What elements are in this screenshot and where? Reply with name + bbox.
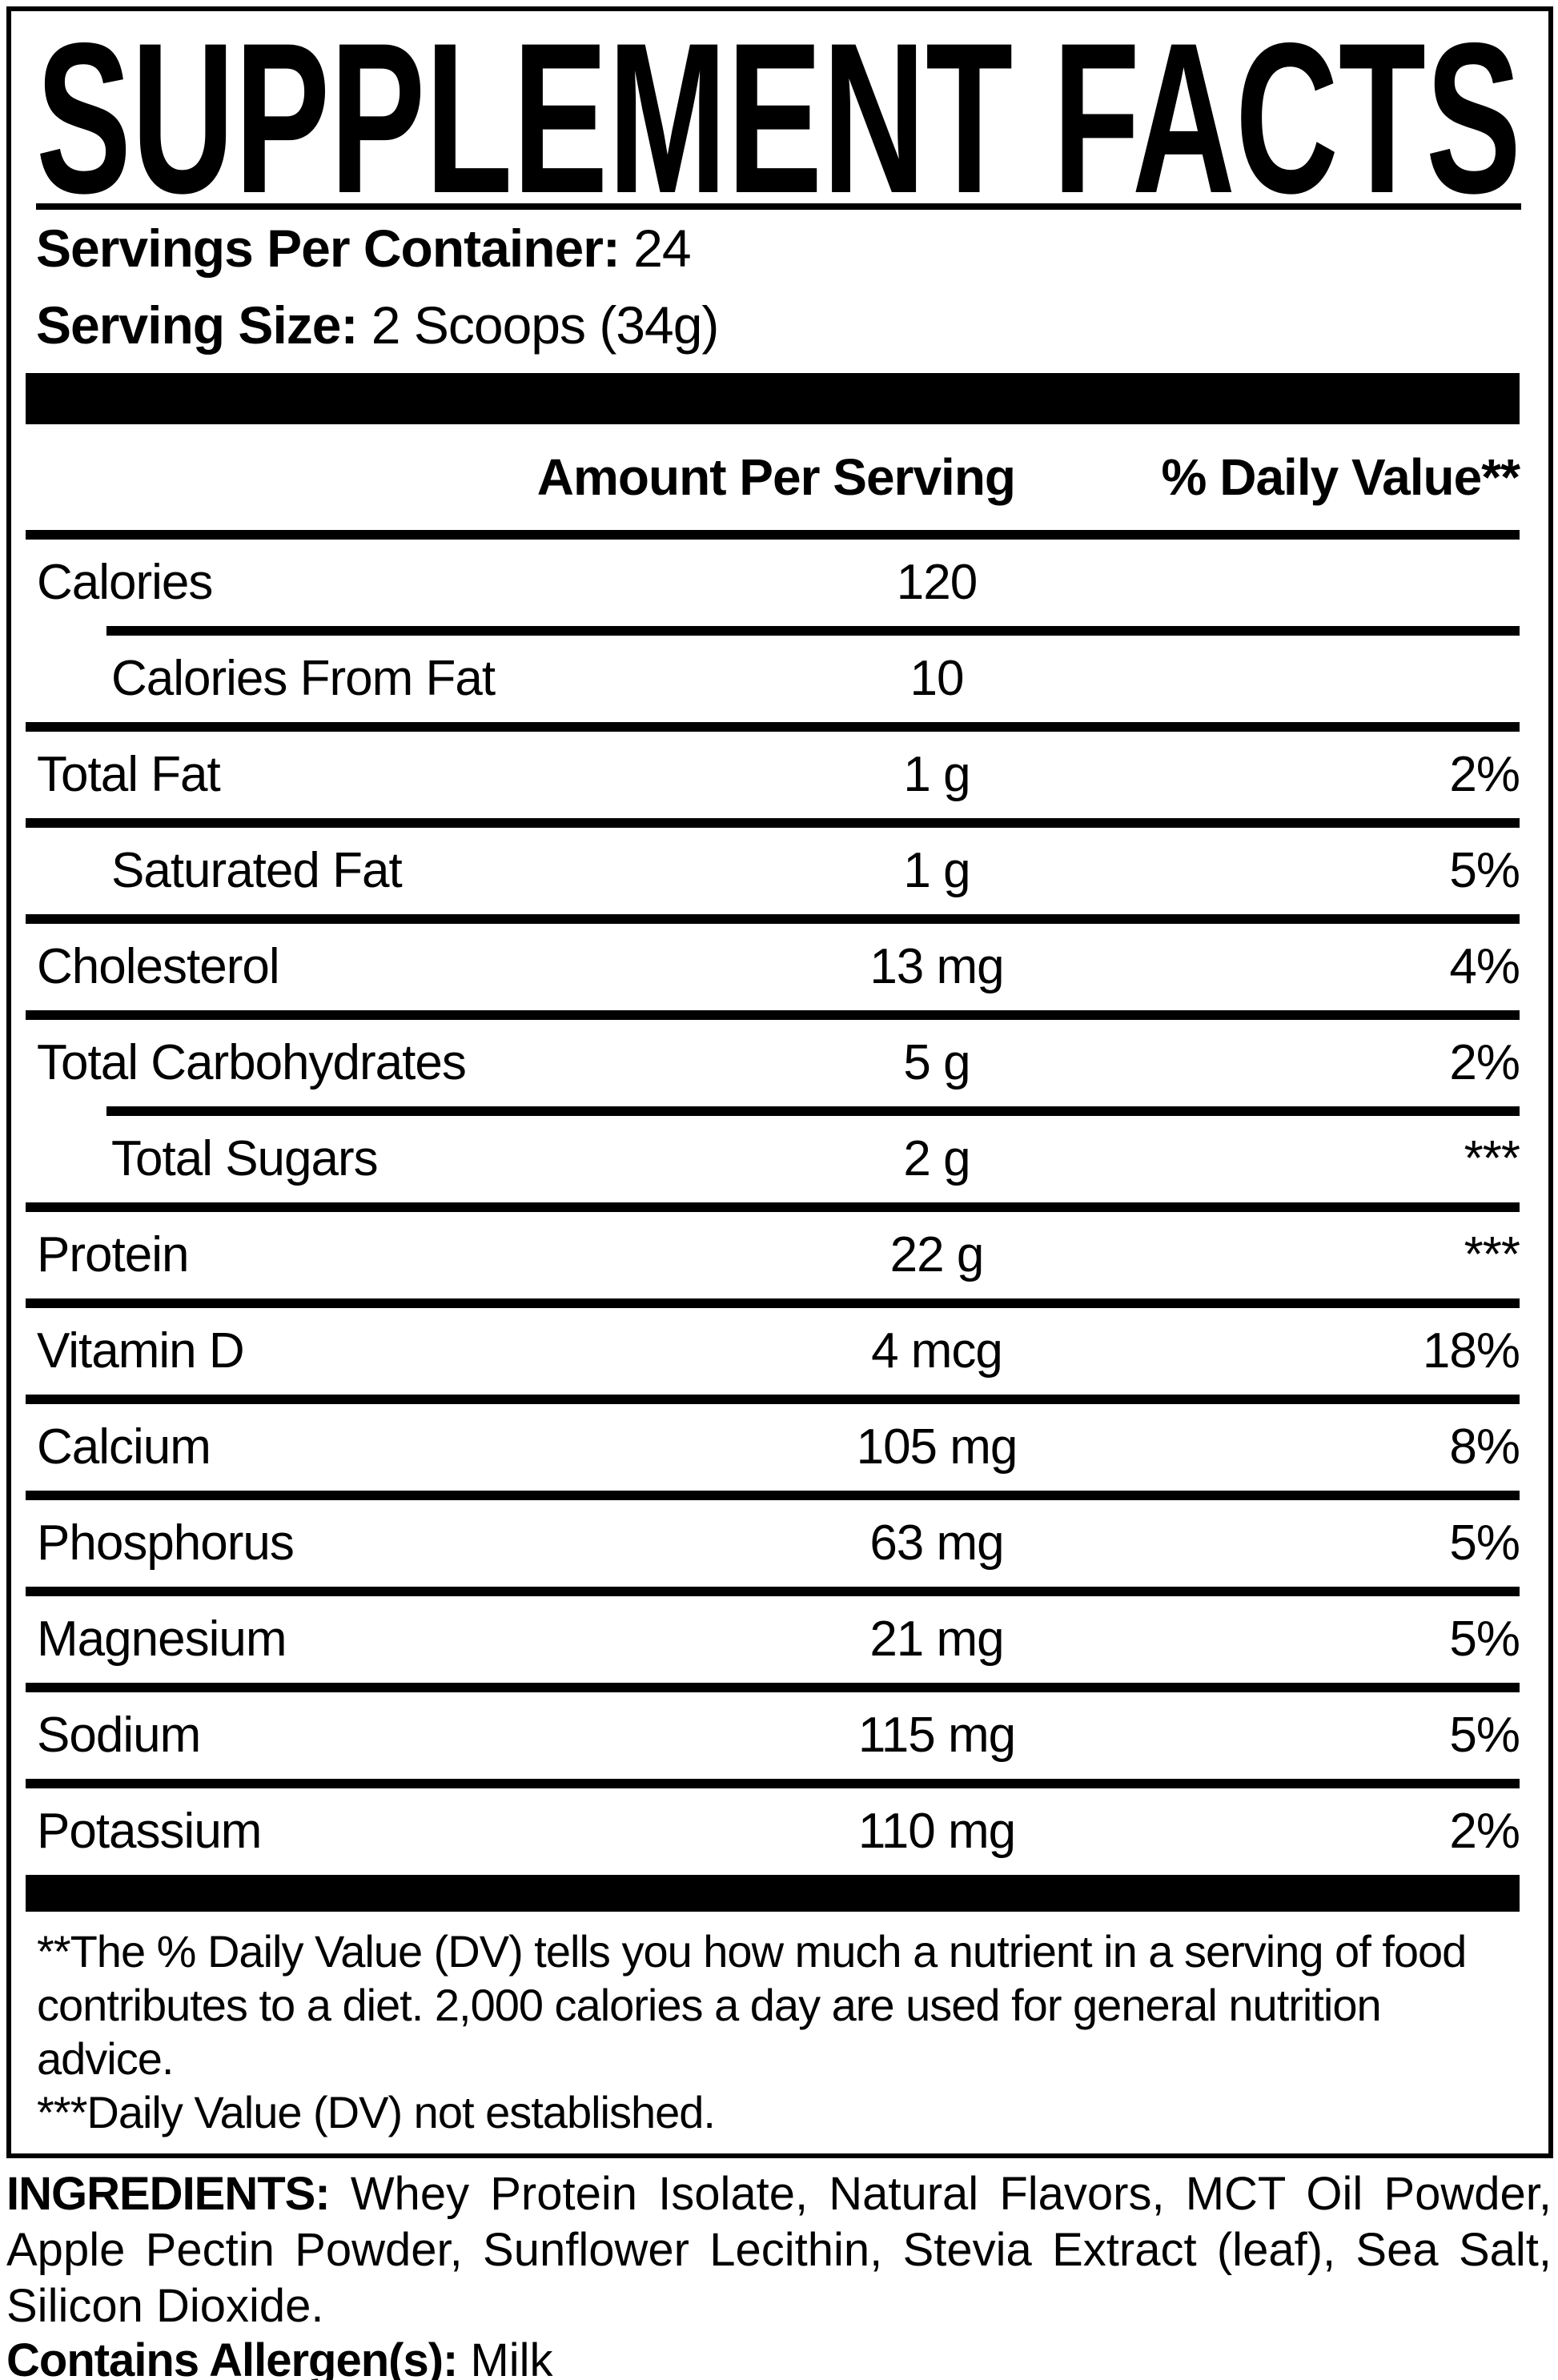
- nutrient-amount: 115 mg: [857, 1708, 1016, 1763]
- row-divider: [26, 1202, 1520, 1212]
- nutrient-name: Vitamin D: [37, 1323, 245, 1379]
- row-divider: [26, 1395, 1520, 1404]
- nutrient-dv: 5%: [1449, 843, 1520, 898]
- nutrient-dv: 2%: [1449, 1804, 1520, 1859]
- nutrient-dv: 5%: [1449, 1515, 1520, 1571]
- nutrient-amount: 1 g: [903, 747, 970, 802]
- row-divider: [26, 1010, 1520, 1020]
- nutrient-row-calories-from-fat: Calories From Fat 10: [26, 636, 1520, 722]
- nutrient-row-saturated-fat: Saturated Fat 1 g 5%: [26, 828, 1520, 914]
- nutrient-name: Magnesium: [37, 1611, 287, 1667]
- nutrient-dv: 5%: [1449, 1611, 1520, 1667]
- nutrient-dv: 8%: [1449, 1419, 1520, 1475]
- nutrient-dv: 18%: [1422, 1323, 1520, 1379]
- footnotes: **The % Daily Value (DV) tells you how m…: [26, 1912, 1520, 2153]
- nutrient-name: Calories: [37, 555, 213, 610]
- nutrient-name: Calories From Fat: [111, 651, 496, 706]
- panel-title-text: SUPPLEMENT FACTS: [36, 32, 1521, 197]
- serving-size-line: Serving Size: 2 Scoops (34g): [36, 287, 1520, 363]
- serving-size-label: Serving Size:: [36, 295, 358, 355]
- nutrient-dv: 5%: [1449, 1708, 1520, 1763]
- allergen-line: Contains Allergen(s): Milk: [6, 2336, 1552, 2380]
- row-divider: [26, 1491, 1520, 1500]
- daily-value-header: % Daily Value**: [1161, 448, 1520, 506]
- header-black-bar: [26, 373, 1520, 424]
- nutrient-name: Potassium: [37, 1804, 262, 1859]
- nutrient-row-phosphorus: Phosphorus 63 mg 5%: [26, 1500, 1520, 1587]
- footnote-black-bar: [26, 1875, 1520, 1912]
- row-divider: [26, 1779, 1520, 1788]
- nutrient-row-sodium: Sodium 115 mg 5%: [26, 1692, 1520, 1779]
- ingredients-list: Whey Protein Isolate, Natural Flavors, M…: [6, 2168, 1552, 2332]
- title-underline: [36, 203, 1521, 210]
- not-established-footnote: ***Daily Value (DV) not established.: [37, 2087, 716, 2137]
- facts-panel: SUPPLEMENT FACTS Servings Per Container:…: [6, 6, 1553, 2158]
- nutrient-dv: ***: [1464, 1131, 1520, 1186]
- nutrient-amount: 4 mcg: [871, 1323, 1003, 1379]
- daily-value-footnote: **The % Daily Value (DV) tells you how m…: [37, 1926, 1467, 2084]
- nutrient-amount: 5 g: [903, 1035, 970, 1090]
- allergen-value: Milk: [457, 2334, 553, 2380]
- nutrient-name: Phosphorus: [37, 1515, 295, 1571]
- row-divider: [26, 722, 1520, 732]
- nutrient-row-potassium: Potassium 110 mg 2%: [26, 1788, 1520, 1875]
- ingredients-label: INGREDIENTS:: [6, 2168, 331, 2220]
- row-divider: [26, 1587, 1520, 1596]
- ingredients-paragraph: INGREDIENTS: Whey Protein Isolate, Natur…: [6, 2166, 1552, 2334]
- nutrient-amount: 2 g: [903, 1131, 970, 1186]
- row-divider: [26, 1298, 1520, 1308]
- ingredients-section: INGREDIENTS: Whey Protein Isolate, Natur…: [6, 2166, 1552, 2380]
- nutrient-amount: 1 g: [903, 843, 970, 898]
- amount-per-serving-header: Amount Per Serving: [536, 448, 1016, 506]
- nutrient-row-total-carbohydrates: Total Carbohydrates 5 g 2%: [26, 1020, 1520, 1106]
- row-divider: [26, 818, 1520, 828]
- nutrient-amount: 10: [910, 651, 965, 706]
- row-divider-indented: [106, 626, 1520, 636]
- header-divider: [26, 530, 1520, 540]
- nutrient-row-magnesium: Magnesium 21 mg 5%: [26, 1596, 1520, 1683]
- nutrient-name: Protein: [37, 1227, 189, 1282]
- servings-per-container-label: Servings Per Container:: [36, 219, 620, 278]
- nutrient-amount: 63 mg: [869, 1515, 1004, 1571]
- nutrient-row-total-sugars: Total Sugars 2 g ***: [26, 1116, 1520, 1202]
- nutrient-name: Sodium: [37, 1708, 201, 1763]
- servings-per-container-line: Servings Per Container: 24: [36, 210, 1520, 287]
- serving-size-value: 2 Scoops (34g): [357, 295, 720, 355]
- servings-per-container-value: 24: [619, 219, 691, 278]
- nutrient-name: Total Carbohydrates: [37, 1035, 467, 1090]
- nutrient-name: Total Sugars: [111, 1131, 379, 1186]
- nutrient-amount: 21 mg: [869, 1611, 1004, 1667]
- nutrient-dv: 2%: [1449, 747, 1520, 802]
- row-divider-indented: [106, 1106, 1520, 1116]
- nutrient-amount: 110 mg: [857, 1804, 1016, 1859]
- facts-panel-content: SUPPLEMENT FACTS Servings Per Container:…: [26, 32, 1521, 2153]
- nutrient-name: Calcium: [37, 1419, 211, 1475]
- row-divider: [26, 1683, 1520, 1692]
- column-header-row: Amount Per Serving % Daily Value**: [26, 424, 1520, 530]
- nutrient-name: Total Fat: [37, 747, 221, 802]
- nutrient-dv: 2%: [1449, 1035, 1520, 1090]
- nutrient-amount: 13 mg: [869, 939, 1004, 994]
- nutrient-amount: 22 g: [889, 1227, 985, 1282]
- nutrient-row-total-fat: Total Fat 1 g 2%: [26, 732, 1520, 818]
- nutrient-amount: 120: [896, 555, 978, 610]
- panel-title: SUPPLEMENT FACTS: [36, 32, 1521, 197]
- row-divider: [26, 914, 1520, 924]
- nutrient-row-calcium: Calcium 105 mg 8%: [26, 1404, 1520, 1491]
- nutrient-row-protein: Protein 22 g ***: [26, 1212, 1520, 1298]
- nutrient-dv: ***: [1464, 1227, 1520, 1282]
- nutrient-row-vitamin-d: Vitamin D 4 mcg 18%: [26, 1308, 1520, 1395]
- nutrient-amount: 105 mg: [856, 1419, 1018, 1475]
- nutrient-row-calories: Calories 120: [26, 540, 1520, 626]
- nutrient-dv: 4%: [1449, 939, 1520, 994]
- allergen-label: Contains Allergen(s):: [6, 2334, 458, 2380]
- nutrient-name: Saturated Fat: [111, 843, 403, 898]
- nutrient-row-cholesterol: Cholesterol 13 mg 4%: [26, 924, 1520, 1010]
- nutrient-name: Cholesterol: [37, 939, 280, 994]
